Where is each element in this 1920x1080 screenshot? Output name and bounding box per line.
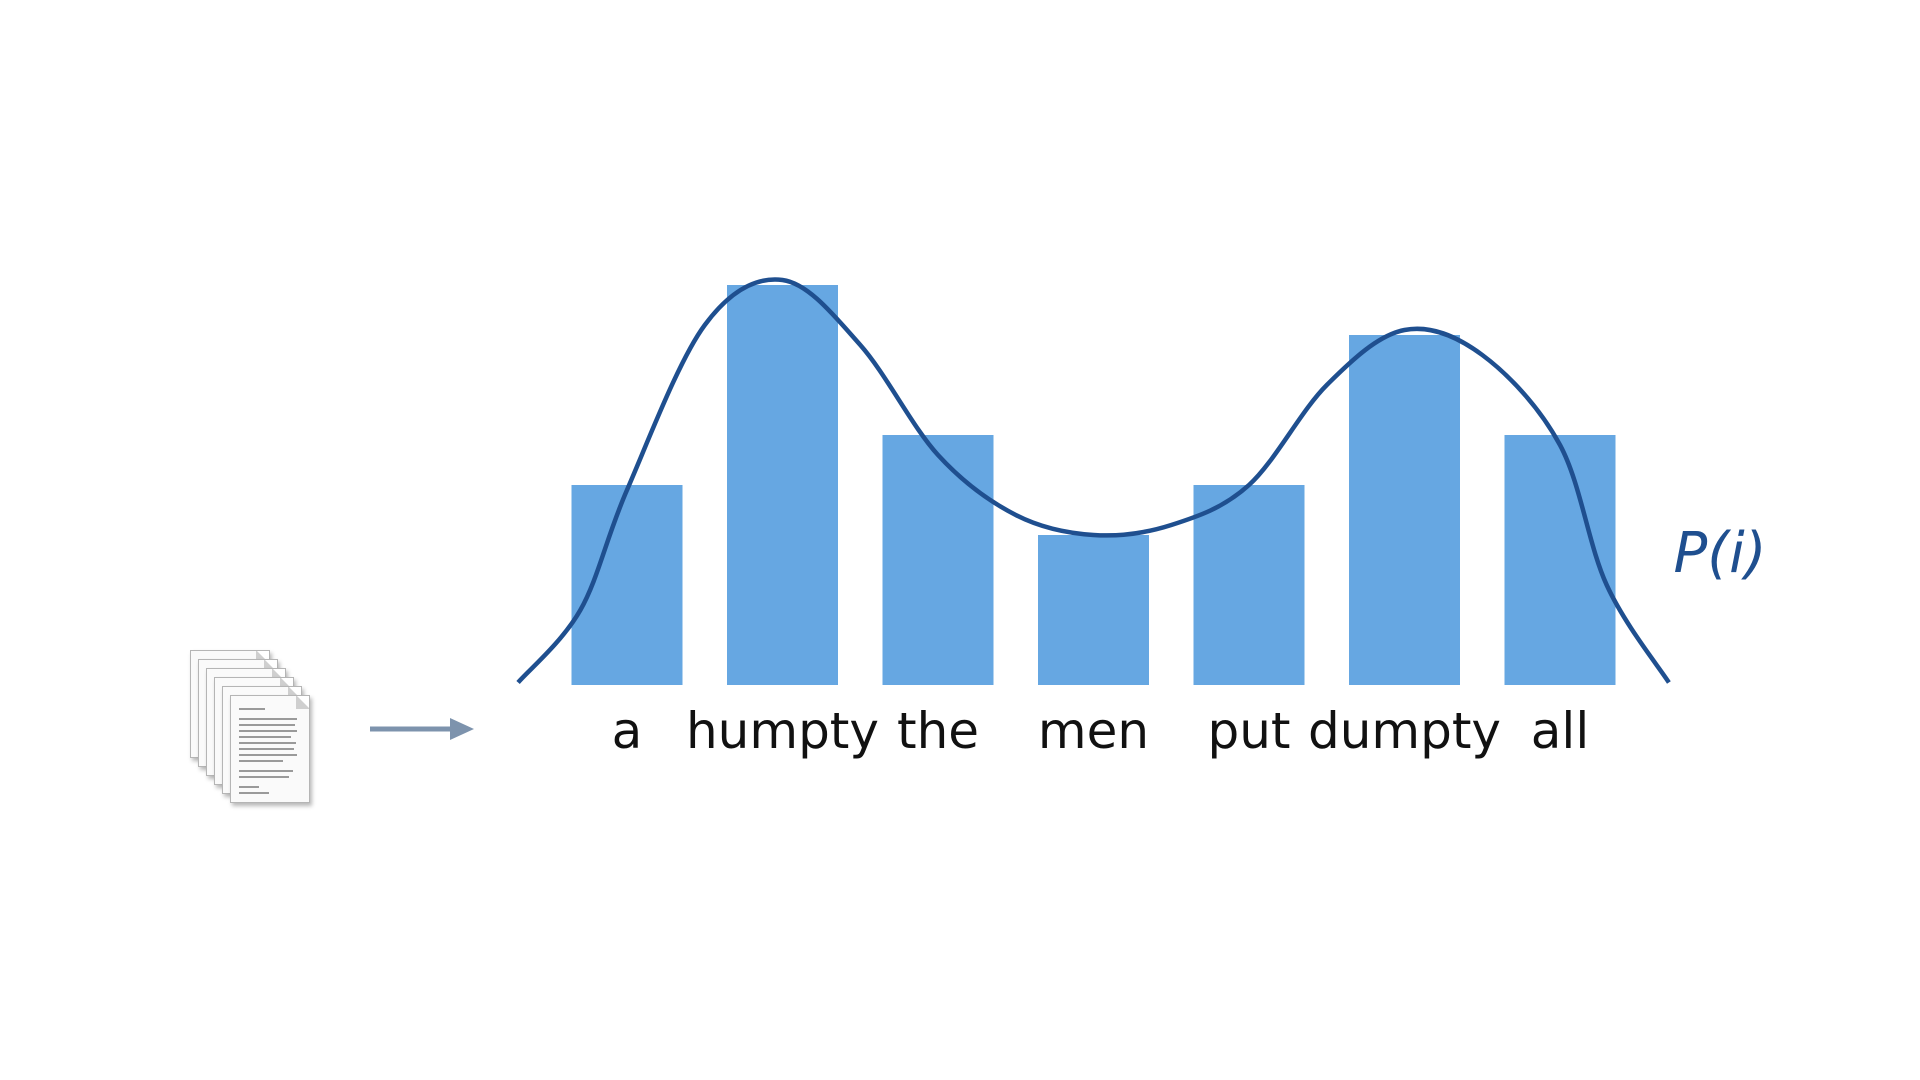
category-label-put: put <box>1207 702 1290 760</box>
arrow-right-icon <box>370 718 474 740</box>
bar-humpty <box>727 285 838 685</box>
category-label-humpty: humpty <box>686 702 879 760</box>
category-label-a: a <box>612 702 643 760</box>
document-stack-icon <box>190 650 330 803</box>
probability-curve <box>516 277 1671 684</box>
document-page <box>230 695 310 803</box>
bar-a <box>571 485 683 685</box>
bar-group <box>571 285 1616 685</box>
curve-label: P(i) <box>1673 521 1766 586</box>
category-label-group: a humpty the men put dumpty all <box>612 702 1590 760</box>
category-label-the: the <box>897 702 979 760</box>
category-label-men: men <box>1038 702 1149 760</box>
bar-the <box>882 435 994 685</box>
bar-dumpty <box>1349 335 1460 685</box>
bar-put <box>1193 485 1305 685</box>
bar-men <box>1038 535 1149 685</box>
category-label-dumpty: dumpty <box>1308 702 1501 760</box>
category-label-all: all <box>1531 702 1589 760</box>
